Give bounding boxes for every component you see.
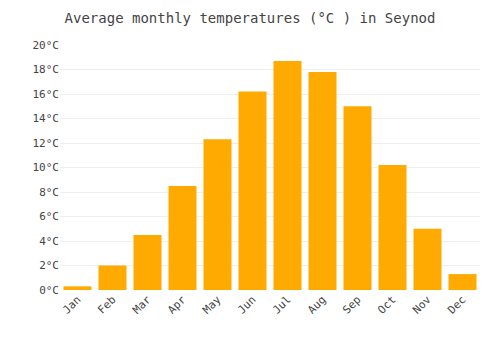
svg-text:Apr: Apr bbox=[165, 293, 189, 317]
svg-text:Jun: Jun bbox=[235, 293, 258, 316]
svg-text:Nov: Nov bbox=[410, 293, 434, 317]
svg-text:12°C: 12°C bbox=[33, 137, 60, 150]
svg-text:Jan: Jan bbox=[60, 293, 83, 316]
svg-text:8°C: 8°C bbox=[39, 186, 59, 199]
svg-text:Aug: Aug bbox=[305, 293, 328, 316]
svg-text:Mar: Mar bbox=[130, 293, 154, 317]
svg-text:Feb: Feb bbox=[95, 293, 118, 316]
svg-text:18°C: 18°C bbox=[33, 63, 60, 76]
svg-text:4°C: 4°C bbox=[39, 235, 59, 248]
svg-text:14°C: 14°C bbox=[33, 112, 60, 125]
svg-text:Average monthly temperatures (: Average monthly temperatures (°C ) in Se… bbox=[65, 10, 436, 26]
svg-text:20°C: 20°C bbox=[33, 39, 60, 52]
svg-text:6°C: 6°C bbox=[39, 210, 59, 223]
svg-text:May: May bbox=[200, 293, 224, 317]
svg-text:0°C: 0°C bbox=[39, 284, 59, 297]
svg-text:16°C: 16°C bbox=[33, 88, 60, 101]
svg-text:Jul: Jul bbox=[270, 293, 293, 316]
svg-text:Oct: Oct bbox=[375, 293, 398, 316]
svg-text:2°C: 2°C bbox=[39, 259, 59, 272]
svg-text:Dec: Dec bbox=[445, 293, 468, 316]
svg-text:Sep: Sep bbox=[340, 293, 363, 316]
svg-text:10°C: 10°C bbox=[33, 161, 60, 174]
